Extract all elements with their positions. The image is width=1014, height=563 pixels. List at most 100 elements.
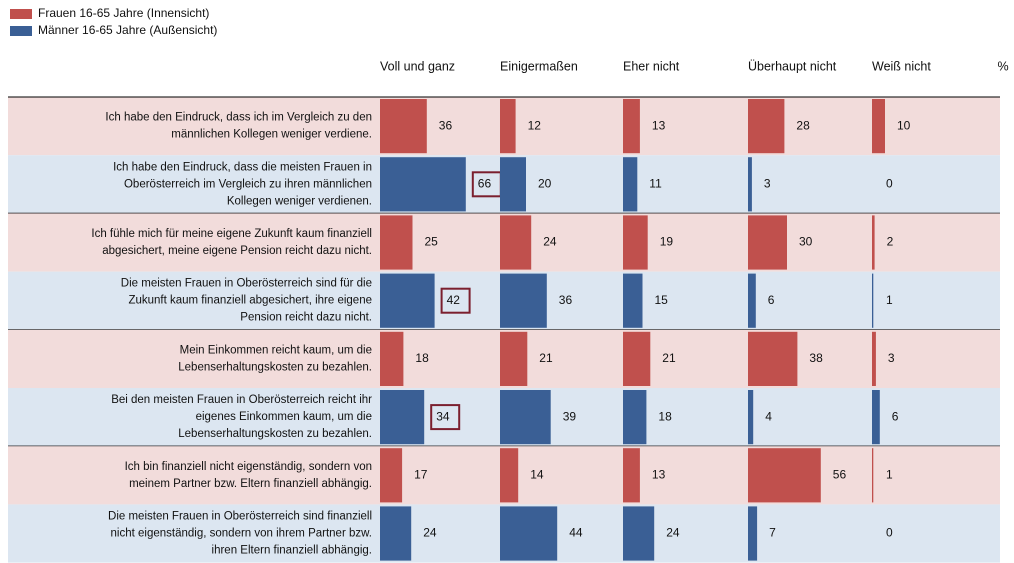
bar: [748, 448, 821, 503]
statement-label: Lebenserhaltungskosten zu bezahlen.: [178, 428, 372, 440]
column-header: Einigermaßen: [500, 59, 578, 73]
column-header: Voll und ganz: [380, 59, 455, 73]
statement-label: abgesichert, meine eigene Pension reicht…: [102, 245, 372, 257]
value-label: 13: [652, 118, 666, 132]
legend-label: Frauen 16-65 Jahre (Innensicht): [38, 6, 209, 20]
statement-label: eigenes Einkommen kaum, um die: [196, 411, 372, 423]
bar: [500, 215, 532, 270]
value-label: 34: [436, 409, 450, 423]
bar: [500, 273, 547, 328]
bar: [872, 273, 874, 328]
value-label: 3: [764, 176, 771, 190]
statement-label: Ich habe den Eindruck, dass die meisten …: [113, 161, 372, 173]
statement-label: Bei den meisten Frauen in Oberösterreich…: [111, 394, 372, 406]
bar: [380, 506, 412, 561]
bar: [748, 331, 798, 386]
bar: [623, 506, 655, 561]
bar: [623, 390, 647, 445]
value-label: 20: [538, 176, 552, 190]
value-label: 0: [886, 176, 893, 190]
bar: [872, 331, 876, 386]
statement-label: Ich bin finanziell nicht eigenständig, s…: [125, 461, 372, 473]
bar: [623, 215, 648, 270]
value-label: 25: [425, 235, 439, 249]
highlight-box: [430, 404, 461, 431]
value-label: 38: [809, 351, 823, 365]
value-label: 42: [447, 293, 461, 307]
statement-label: Ich fühle mich für meine eigene Zukunft …: [91, 228, 372, 240]
bar: [623, 157, 638, 212]
bar: [500, 506, 558, 561]
value-label: 12: [528, 118, 542, 132]
legend-label: Männer 16-65 Jahre (Außensicht): [38, 23, 217, 37]
bar: [380, 99, 427, 154]
value-label: 15: [655, 293, 669, 307]
bar: [748, 157, 752, 212]
bar: [500, 390, 551, 445]
column-header: Weiß nicht: [872, 59, 931, 73]
value-label: 3: [888, 351, 895, 365]
bar: [872, 215, 875, 270]
value-label: 14: [530, 467, 544, 481]
statement-label: Kollegen weniger verdienen.: [227, 195, 372, 207]
bar: [500, 448, 519, 503]
statement-label: nicht eigenständig, sondern von ihrem Pa…: [111, 528, 372, 540]
value-label: 6: [892, 409, 899, 423]
bar: [500, 157, 526, 212]
bar: [623, 273, 643, 328]
value-label: 24: [666, 526, 680, 540]
statement-label: Ich habe den Eindruck, dass ich im Vergl…: [105, 112, 372, 124]
statement-label: männlichen Kollegen weniger verdiene.: [171, 129, 372, 141]
value-label: 39: [563, 409, 577, 423]
bar: [748, 99, 785, 154]
value-label: 1: [886, 467, 893, 481]
value-label: 44: [569, 526, 583, 540]
bar: [623, 448, 640, 503]
statement-label: ihren Eltern finanziell abhängig.: [212, 545, 372, 557]
bar: [623, 331, 651, 386]
bar: [748, 215, 787, 270]
value-label: 11: [649, 176, 662, 190]
bar: [748, 390, 754, 445]
bar: [380, 390, 425, 445]
statement-label: Die meisten Frauen in Oberösterreich sin…: [108, 511, 372, 523]
highlight-box: [440, 287, 471, 314]
column-header: Überhaupt nicht: [748, 59, 837, 73]
value-label: 10: [897, 118, 911, 132]
bar: [748, 506, 758, 561]
value-label: 36: [439, 118, 453, 132]
bar: [500, 99, 516, 154]
bar: [500, 331, 528, 386]
legend-swatch: [10, 26, 32, 36]
statement-label: Pension reicht dazu nicht.: [240, 312, 372, 324]
bar: [623, 99, 640, 154]
statement-label: Mein Einkommen reicht kaum, um die: [180, 344, 372, 356]
value-label: 2: [887, 235, 894, 249]
bar: [872, 448, 874, 503]
value-label: 13: [652, 467, 666, 481]
statement-label: Lebenserhaltungskosten zu bezahlen.: [178, 361, 372, 373]
value-label: 4: [765, 409, 772, 423]
bar: [748, 273, 756, 328]
bar: [380, 331, 404, 386]
statement-label: Zukunft kaum finanziell abgesichert, ihr…: [128, 295, 372, 307]
value-label: 7: [769, 526, 776, 540]
statement-label: meinem Partner bzw. Eltern finanziell ab…: [129, 478, 372, 490]
value-label: 28: [796, 118, 810, 132]
bar: [872, 390, 880, 445]
value-label: 0: [886, 526, 893, 540]
value-label: 21: [662, 351, 676, 365]
value-label: 24: [423, 526, 437, 540]
bar: [380, 215, 413, 270]
value-label: 36: [559, 293, 573, 307]
bar: [380, 273, 435, 328]
bar: [380, 448, 403, 503]
value-label: 18: [415, 351, 429, 365]
value-label: 6: [768, 293, 775, 307]
unit-label: %: [997, 59, 1008, 73]
value-label: 18: [658, 409, 672, 423]
bar: [380, 157, 466, 212]
value-label: 21: [539, 351, 553, 365]
statement-label: Die meisten Frauen in Oberösterreich sin…: [121, 278, 372, 290]
